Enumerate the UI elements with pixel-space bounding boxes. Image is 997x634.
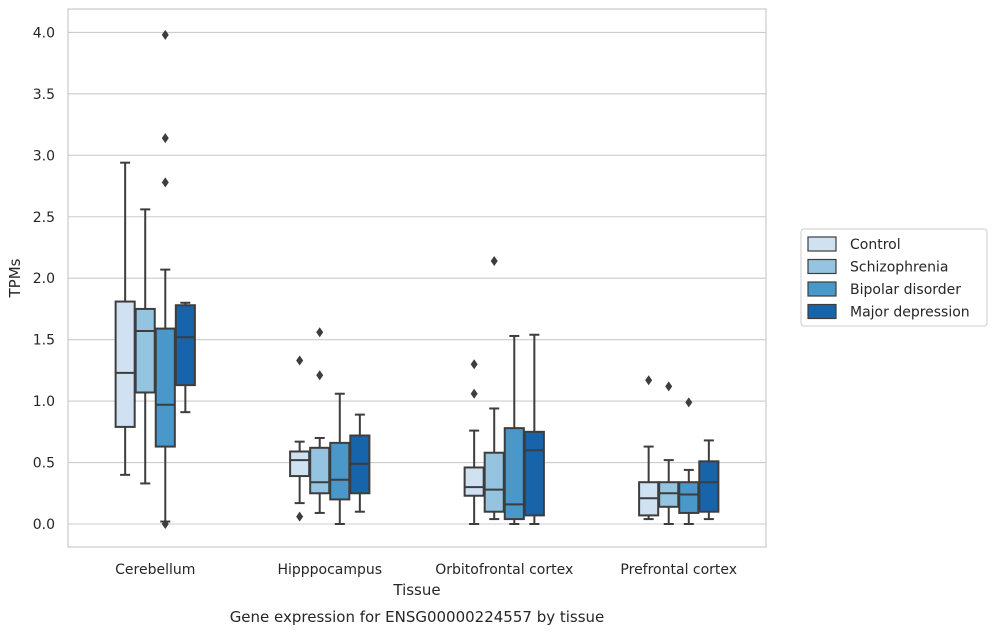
outlier-point (296, 511, 304, 522)
y-tick-label: 1.0 (33, 394, 55, 410)
box (658, 481, 680, 508)
grid-lines (68, 31, 766, 525)
x-tick-label: Orbitofrontal cortex (435, 562, 573, 578)
box (503, 427, 525, 521)
y-tick-label: 3.5 (33, 87, 55, 103)
y-axis-ticks: 0.0 0.5 1.0 1.5 2.0 2.5 3.0 3.5 4.0 (33, 25, 55, 533)
outlier-point (645, 375, 653, 386)
y-axis-title: TPMs (6, 258, 24, 298)
series-bipolar-disorder (154, 29, 700, 529)
box-plot (638, 375, 660, 521)
legend-label: Major depression (850, 305, 970, 321)
x-tick-label: Hipppocampus (277, 562, 382, 578)
x-tick-label: Prefrontal cortex (620, 562, 737, 578)
box (134, 307, 156, 394)
y-tick-label: 3.0 (33, 148, 55, 164)
box-plot (349, 413, 371, 513)
figure-caption: Gene expression for ENSG00000224557 by t… (230, 608, 605, 626)
box-plot (289, 355, 311, 522)
outlier-point (161, 519, 169, 529)
y-tick-label: 2.0 (33, 271, 55, 287)
x-axis-title: Tissue (392, 581, 440, 599)
box-plot (174, 301, 196, 414)
box-plot (678, 397, 700, 525)
outlier-point (316, 327, 324, 338)
plot-frame (67, 8, 767, 548)
box-plot (463, 359, 485, 525)
box (698, 460, 720, 513)
box-plot (309, 327, 331, 514)
x-axis-ticks: Cerebellum Hipppocampus Orbitofrontal cort… (115, 562, 737, 578)
series-schizophrenia (134, 208, 680, 525)
box (289, 450, 311, 478)
legend-swatch (807, 281, 837, 297)
y-tick-label: 0.0 (33, 517, 55, 533)
outlier-point (161, 29, 169, 40)
outlier-point (665, 381, 673, 392)
y-tick-label: 0.5 (33, 456, 55, 472)
box (114, 300, 136, 428)
outlier-point (161, 177, 169, 188)
outlier-point (470, 388, 478, 399)
y-tick-label: 4.0 (33, 25, 55, 41)
box (678, 481, 700, 514)
legend-swatch (807, 258, 837, 275)
y-tick-label: 2.5 (33, 210, 55, 226)
box (154, 327, 176, 448)
box (523, 430, 545, 517)
box-plot (114, 161, 136, 476)
box (483, 451, 505, 513)
box-plot (329, 392, 351, 525)
series-major-depression (174, 301, 720, 525)
box-plot (483, 255, 505, 521)
legend-label: Schizophrenia (850, 260, 948, 276)
box-plot (134, 208, 156, 485)
outlier-point (490, 255, 498, 266)
legend-label: Control (850, 237, 901, 253)
outlier-point (316, 370, 324, 381)
box (329, 441, 351, 501)
y-tick-label: 1.5 (33, 333, 55, 349)
plot-series (114, 29, 720, 529)
legend-swatch (807, 303, 837, 320)
legend-swatch (807, 236, 837, 252)
x-tick-label: Cerebellum (115, 562, 195, 578)
legend-frame (800, 228, 988, 327)
outlier-point (296, 355, 304, 366)
box-plot (503, 334, 525, 525)
box-plot (154, 29, 176, 529)
box-plot (658, 381, 680, 525)
box (309, 446, 331, 495)
outlier-point (470, 359, 478, 370)
box (463, 466, 485, 497)
box-plot (523, 333, 545, 525)
box-plot (698, 439, 720, 521)
legend-label: Bipolar disorder (850, 282, 961, 298)
outlier-point (685, 397, 693, 408)
outlier-point (161, 133, 169, 144)
series-control (114, 161, 660, 525)
legend: Control Schizophrenia Bipolar disorder Majo… (800, 228, 988, 327)
box (174, 304, 196, 387)
